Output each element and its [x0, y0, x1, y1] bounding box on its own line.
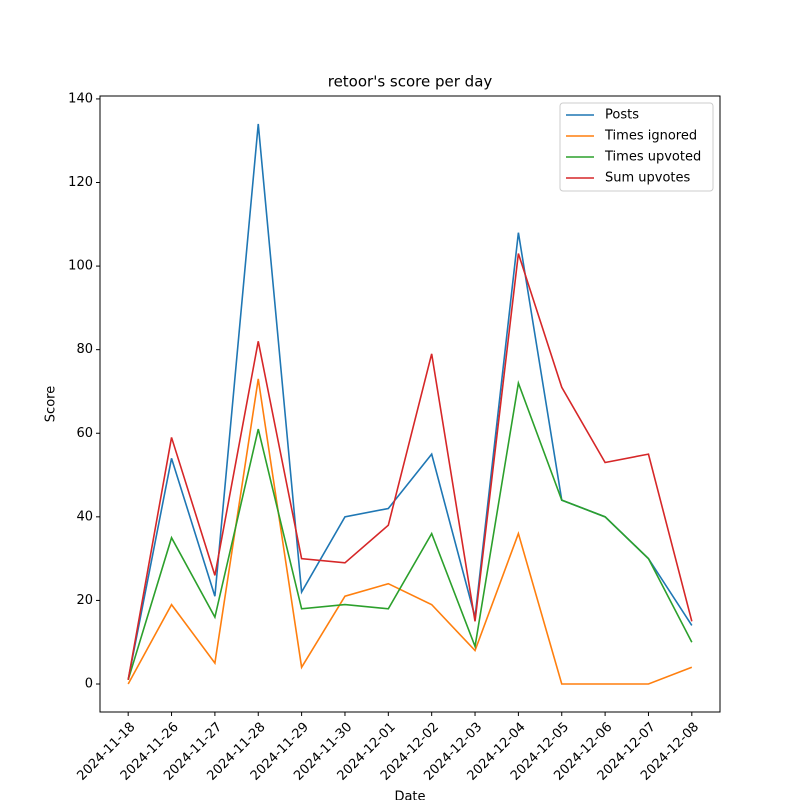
y-tick-label: 100 — [68, 259, 93, 274]
series-line — [127, 253, 693, 680]
y-tick-label: 120 — [68, 175, 93, 190]
y-tick-label: 60 — [76, 426, 93, 441]
chart-title: retoor's score per day — [328, 73, 493, 91]
x-axis-label: Date — [394, 790, 425, 800]
legend: Posts Times ignored Times upvoted Sum upvot… — [559, 102, 714, 192]
series-line — [127, 378, 693, 685]
y-tick-label: 80 — [76, 342, 93, 357]
y-tick-label: 20 — [76, 593, 93, 608]
legend-label: Posts — [605, 108, 639, 123]
y-tick-label: 40 — [76, 509, 93, 524]
plot-frame — [99, 95, 721, 713]
y-axis-label: Score — [44, 386, 59, 422]
legend-label: Times ignored — [604, 129, 697, 144]
series-line — [127, 123, 693, 680]
legend-label: Times upvoted — [604, 150, 701, 165]
series-line — [127, 379, 693, 681]
legend-label: Sum upvotes — [605, 171, 691, 186]
legend-box — [559, 102, 714, 192]
y-tick-label: 140 — [68, 91, 93, 106]
y-tick-label: 0 — [85, 677, 93, 692]
